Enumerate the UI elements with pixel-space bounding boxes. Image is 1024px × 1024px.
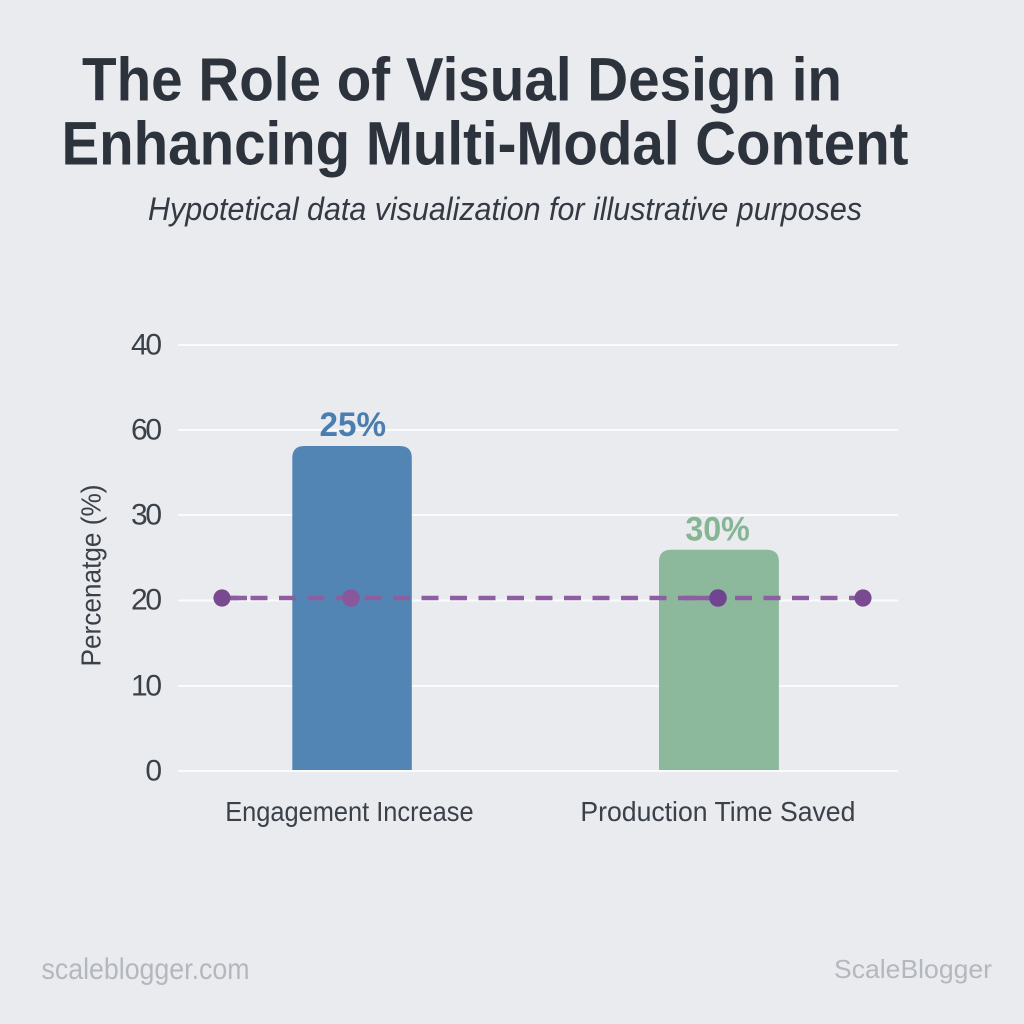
svg-text:30%: 30% bbox=[685, 511, 750, 549]
svg-text:25%: 25% bbox=[320, 406, 387, 444]
svg-text:40: 40 bbox=[131, 329, 162, 362]
svg-text:ScaleBlogger: ScaleBlogger bbox=[834, 954, 992, 984]
svg-text:0: 0 bbox=[145, 755, 162, 788]
svg-text:Enhancing Multi-Modal Content: Enhancing Multi-Modal Content bbox=[62, 110, 909, 178]
svg-text:20: 20 bbox=[131, 584, 162, 617]
svg-text:60: 60 bbox=[131, 414, 162, 447]
svg-text:scaleblogger.com: scaleblogger.com bbox=[42, 953, 250, 986]
svg-text:10: 10 bbox=[131, 670, 162, 703]
svg-text:Percenatge (%): Percenatge (%) bbox=[76, 485, 107, 667]
svg-text:Engagement Increase: Engagement Increase bbox=[225, 796, 473, 827]
svg-text:30: 30 bbox=[131, 499, 162, 532]
svg-text:Production Time Saved: Production Time Saved bbox=[580, 796, 855, 827]
svg-text:The Role of Visual Design in: The Role of Visual Design in bbox=[82, 46, 842, 114]
svg-text:Hypotetical data visualization: Hypotetical data visualization for illus… bbox=[148, 191, 862, 227]
